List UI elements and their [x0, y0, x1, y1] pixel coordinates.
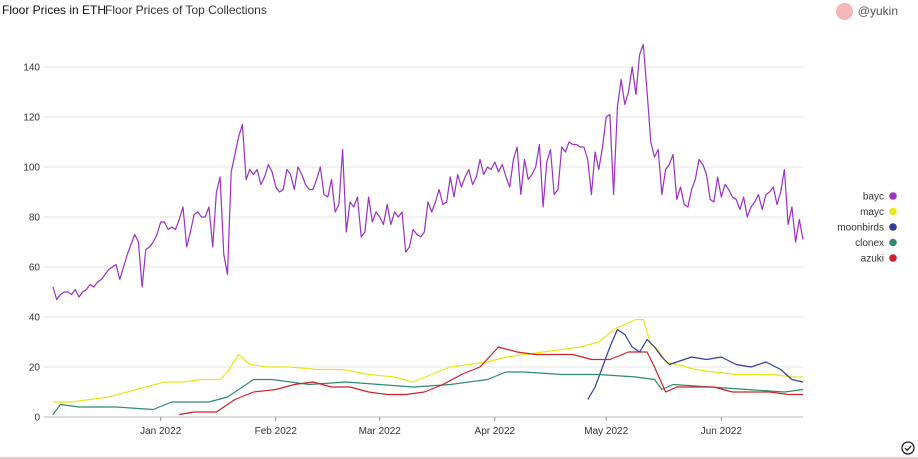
legend-marker-azuki[interactable] [889, 254, 897, 262]
page-title: Floor Prices in ETH [2, 3, 107, 17]
author-badge[interactable]: @yukin [835, 2, 898, 20]
chart-subtitle: Floor Prices of Top Collections [105, 3, 267, 17]
legend-marker-clonex[interactable] [889, 238, 897, 247]
y-tick-label: 0 [34, 413, 40, 424]
y-tick-label: 120 [23, 113, 40, 124]
legend-label-azuki: azuki [861, 254, 884, 265]
y-tick-label: 140 [23, 63, 40, 74]
series-line-clonex[interactable] [52, 371, 804, 415]
legend-label-clonex: clonex [855, 238, 884, 249]
x-tick-label: Mar 2022 [359, 426, 402, 437]
series-lines [52, 43, 804, 416]
legend-label-moonbirds: moonbirds [837, 223, 884, 234]
legend-marker-bayc[interactable] [889, 192, 897, 200]
x-tick-label: Apr 2022 [475, 426, 516, 437]
y-tick-label: 60 [29, 263, 41, 274]
series-line-bayc[interactable] [52, 43, 804, 301]
x-tick-label: Jun 2022 [701, 426, 743, 437]
chart-header: Floor Prices in ETH Floor Prices of Top … [0, 0, 918, 22]
series-line-moonbirds[interactable] [587, 328, 804, 400]
check-circle-icon[interactable] [901, 441, 915, 455]
legend: bayc mayc moonbirds clonex azuki [837, 192, 897, 265]
avatar [835, 2, 853, 20]
series-line-mayc[interactable] [53, 318, 803, 403]
legend-label-bayc: bayc [863, 192, 884, 203]
author-name: @yukin [857, 4, 898, 18]
y-tick-label: 40 [29, 313, 41, 324]
bottom-divider [0, 457, 918, 459]
legend-marker-mayc[interactable] [889, 207, 897, 216]
y-tick-label: 20 [29, 363, 41, 374]
y-tick-label: 100 [23, 163, 40, 174]
x-tick-label: Jan 2022 [140, 426, 182, 437]
legend-marker-moonbirds[interactable] [889, 223, 897, 231]
x-tick-label: Feb 2022 [255, 426, 298, 437]
axes: 0 20 40 60 80 100 120 140 Jan 2022 Feb 2022 Mar 20… [23, 63, 803, 437]
series-line-azuki[interactable] [179, 346, 803, 416]
legend-label-mayc: mayc [860, 207, 884, 218]
grid-lines [44, 66, 803, 418]
y-tick-label: 80 [29, 213, 41, 224]
x-tick-label: May 2022 [584, 426, 628, 437]
